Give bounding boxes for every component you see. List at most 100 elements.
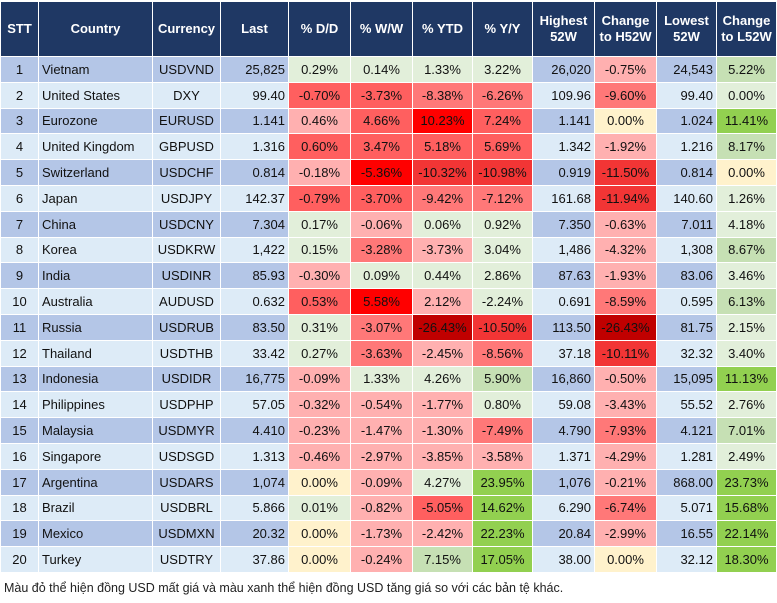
currency-cell: USDARS (152, 468, 221, 496)
change-high52-cell: -6.74% (594, 494, 657, 522)
yy-cell: 7.24% (472, 107, 533, 135)
last-cell: 83.50 (220, 313, 289, 341)
currency-cell: GBPUSD (152, 133, 221, 161)
change-high52-cell: -9.60% (594, 81, 657, 109)
last-cell: 1,074 (220, 468, 289, 496)
low52-cell: 1,308 (656, 236, 717, 264)
ytd-cell: -3.85% (412, 442, 473, 470)
high52-cell: 38.00 (532, 546, 595, 573)
currency-cell: USDKRW (152, 236, 221, 264)
ww-cell: -0.82% (350, 494, 413, 522)
country-cell: Turkey (38, 546, 153, 573)
yy-cell: 5.69% (472, 133, 533, 161)
change-high52-cell: 0.00% (594, 107, 657, 135)
ytd-cell: 4.26% (412, 365, 473, 393)
ytd-cell: -1.77% (412, 391, 473, 419)
change-high52-cell: -4.32% (594, 236, 657, 264)
yy-cell: -7.12% (472, 184, 533, 212)
high52-cell: 113.50 (532, 313, 595, 341)
header-change-low52: Change to L52W (716, 1, 777, 57)
ytd-cell: 1.33% (412, 56, 473, 83)
stt-cell: 7 (0, 210, 39, 238)
currency-cell: USDBRL (152, 494, 221, 522)
ww-cell: -3.73% (350, 81, 413, 109)
last-cell: 37.86 (220, 546, 289, 573)
currency-cell: DXY (152, 81, 221, 109)
dd-cell: 0.15% (288, 236, 351, 264)
stt-cell: 19 (0, 520, 39, 548)
stt-cell: 16 (0, 442, 39, 470)
footnote: Màu đỏ thể hiện đồng USD mất giá và màu … (4, 580, 564, 595)
dd-cell: -0.30% (288, 262, 351, 290)
change-high52-cell: -10.11% (594, 339, 657, 367)
table-row: 3 Eurozone EURUSD 1.141 0.46% 4.66% 10.23% 7.24… (0, 107, 777, 135)
yy-cell: -8.56% (472, 339, 533, 367)
stt-cell: 8 (0, 236, 39, 264)
dd-cell: 0.27% (288, 339, 351, 367)
table-row: 13 Indonesia USDIDR 16,775 -0.09% 1.33% 4.26% 5… (0, 365, 777, 393)
dd-cell: -0.70% (288, 81, 351, 109)
table-row: 8 Korea USDKRW 1,422 0.15% -3.28% -3.73% 3.04% 1… (0, 236, 777, 264)
ww-cell: -3.63% (350, 339, 413, 367)
ww-cell: 5.58% (350, 288, 413, 315)
ww-cell: 0.14% (350, 56, 413, 83)
change-low52-cell: 11.41% (716, 107, 777, 135)
table-row: 1 Vietnam USDVND 25,825 0.29% 0.14% 1.33% 3.22%… (0, 56, 777, 83)
low52-cell: 99.40 (656, 81, 717, 109)
ww-cell: -0.54% (350, 391, 413, 419)
country-cell: Malaysia (38, 417, 153, 444)
currency-cell: USDPHP (152, 391, 221, 419)
change-low52-cell: 23.73% (716, 468, 777, 496)
ww-cell: -0.06% (350, 210, 413, 238)
change-high52-cell: -8.59% (594, 288, 657, 315)
ytd-cell: -26.43% (412, 313, 473, 341)
stt-cell: 3 (0, 107, 39, 135)
last-cell: 20.32 (220, 520, 289, 548)
ww-cell: 1.33% (350, 365, 413, 393)
dd-cell: 0.00% (288, 468, 351, 496)
ww-cell: -3.70% (350, 184, 413, 212)
stt-cell: 20 (0, 546, 39, 573)
last-cell: 25,825 (220, 56, 289, 83)
low52-cell: 83.06 (656, 262, 717, 290)
low52-cell: 1.281 (656, 442, 717, 470)
high52-cell: 87.63 (532, 262, 595, 290)
table-row: 4 United Kingdom GBPUSD 1.316 0.60% 3.47% 5.18… (0, 133, 777, 161)
yy-cell: 23.95% (472, 468, 533, 496)
ww-cell: -5.36% (350, 159, 413, 186)
table-row: 2 United States DXY 99.40 -0.70% -3.73% -8.38%… (0, 81, 777, 109)
low52-cell: 32.32 (656, 339, 717, 367)
country-cell: Australia (38, 288, 153, 315)
low52-cell: 1.024 (656, 107, 717, 135)
yy-cell: 17.05% (472, 546, 533, 573)
country-cell: Japan (38, 184, 153, 212)
ytd-cell: -3.73% (412, 236, 473, 264)
change-high52-cell: -4.29% (594, 442, 657, 470)
ytd-cell: -9.42% (412, 184, 473, 212)
last-cell: 0.814 (220, 159, 289, 186)
currency-cell: USDTHB (152, 339, 221, 367)
change-high52-cell: -0.21% (594, 468, 657, 496)
last-cell: 5.866 (220, 494, 289, 522)
last-cell: 85.93 (220, 262, 289, 290)
change-high52-cell: -11.50% (594, 159, 657, 186)
dd-cell: 0.01% (288, 494, 351, 522)
stt-cell: 9 (0, 262, 39, 290)
table-row: 19 Mexico USDMXN 20.32 0.00% -1.73% -2.42% 22.2… (0, 520, 777, 548)
last-cell: 1.316 (220, 133, 289, 161)
low52-cell: 16.55 (656, 520, 717, 548)
change-low52-cell: 8.67% (716, 236, 777, 264)
last-cell: 16,775 (220, 365, 289, 393)
currency-cell: USDVND (152, 56, 221, 83)
low52-cell: 32.12 (656, 546, 717, 573)
header-high52: Highest 52W (532, 1, 595, 57)
currency-cell: USDCHF (152, 159, 221, 186)
ww-cell: -1.47% (350, 417, 413, 444)
low52-cell: 15,095 (656, 365, 717, 393)
stt-cell: 18 (0, 494, 39, 522)
header-row: STT Country Currency Last % D/D % W/W % … (0, 1, 777, 57)
dd-cell: -0.09% (288, 365, 351, 393)
yy-cell: 3.04% (472, 236, 533, 264)
header-currency: Currency (152, 1, 221, 57)
table-row: 10 Australia AUDUSD 0.632 0.53% 5.58% 2.12% -2.… (0, 288, 777, 315)
